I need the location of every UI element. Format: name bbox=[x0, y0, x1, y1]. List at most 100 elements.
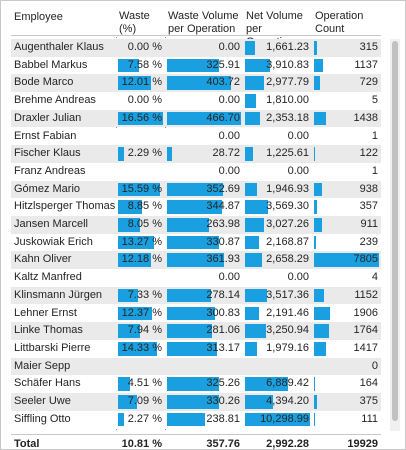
data-bar bbox=[118, 395, 138, 409]
header-divider bbox=[11, 35, 381, 36]
data-bar bbox=[167, 341, 217, 356]
column-header[interactable]: Waste Volume per Operation bbox=[168, 10, 239, 35]
cell-value: 729 bbox=[359, 76, 378, 89]
cell-value: 1,979.16 bbox=[266, 341, 309, 354]
data-bar bbox=[314, 182, 322, 197]
employee-name: Ernst Fabian bbox=[14, 129, 77, 142]
cell-value: 238.81 bbox=[206, 412, 240, 425]
cell-value: 0.00 bbox=[218, 271, 240, 284]
cell-value: 0.00 bbox=[287, 164, 309, 177]
data-bar bbox=[118, 58, 139, 73]
row-background bbox=[11, 127, 381, 146]
data-bar bbox=[245, 288, 268, 303]
data-bar bbox=[118, 377, 131, 391]
cell-value: 278.14 bbox=[206, 288, 240, 301]
cell-value: 325.26 bbox=[206, 377, 240, 390]
total-label: Total bbox=[14, 438, 40, 450]
cell-value: 10,298.99 bbox=[260, 412, 309, 425]
data-bar bbox=[167, 218, 209, 232]
total-value: 10.81 % bbox=[121, 438, 162, 450]
total-value: 2,992.28 bbox=[266, 438, 309, 450]
cell-value: 3,250.94 bbox=[266, 324, 309, 337]
data-bar bbox=[314, 253, 379, 268]
cell-value: 0.00 bbox=[218, 129, 240, 142]
data-bar bbox=[167, 395, 220, 409]
data-bar bbox=[118, 412, 125, 427]
cell-value: 357 bbox=[359, 200, 378, 213]
data-bar bbox=[118, 218, 140, 232]
data-bar bbox=[314, 412, 315, 427]
scrollbar-thumb[interactable] bbox=[392, 41, 398, 421]
cell-value: 911 bbox=[360, 218, 378, 230]
cell-value: 0 bbox=[371, 359, 378, 372]
data-bar bbox=[314, 76, 321, 91]
employee-name: Siffling Otto bbox=[14, 412, 71, 425]
cell-value: 1906 bbox=[353, 306, 378, 319]
data-bar bbox=[245, 147, 253, 161]
data-bar bbox=[314, 111, 326, 126]
data-bar bbox=[167, 377, 219, 391]
employee-name: Augenthaler Klaus bbox=[14, 41, 104, 53]
employee-name: Draxler Julian bbox=[14, 111, 82, 124]
cell-value: 361.93 bbox=[206, 253, 240, 266]
total-value: 357.76 bbox=[206, 438, 240, 450]
cell-value: 1764 bbox=[353, 324, 378, 337]
cell-value: 28.72 bbox=[212, 147, 240, 160]
data-bar bbox=[118, 235, 155, 250]
cell-value: 313.17 bbox=[206, 341, 240, 354]
row-background bbox=[11, 145, 381, 163]
cell-value: 2,191.46 bbox=[266, 306, 309, 319]
row-background bbox=[11, 92, 381, 110]
column-header[interactable]: Employee bbox=[14, 11, 63, 23]
cell-value: 325.91 bbox=[206, 58, 240, 71]
data-bar bbox=[314, 324, 329, 338]
column-header[interactable]: Waste (%) bbox=[119, 10, 150, 35]
employee-name: Bode Marco bbox=[14, 76, 74, 89]
cell-value: 15.59 % bbox=[121, 182, 162, 195]
data-bar bbox=[167, 111, 241, 126]
cell-value: 8.05 % bbox=[127, 218, 162, 230]
cell-value: 2.29 % bbox=[127, 147, 162, 160]
cell-value: 300.83 bbox=[206, 306, 240, 319]
data-bar bbox=[167, 147, 172, 161]
cell-value: 1 bbox=[371, 164, 378, 177]
data-bar bbox=[245, 182, 258, 197]
cell-value: 1137 bbox=[354, 58, 378, 71]
cell-value: 1152 bbox=[354, 288, 378, 301]
cell-value: 0.00 % bbox=[127, 41, 162, 53]
data-bar bbox=[245, 200, 268, 214]
data-bar bbox=[314, 306, 330, 321]
cell-value: 12.37 % bbox=[121, 306, 162, 319]
cell-value: 5 bbox=[371, 94, 378, 107]
cell-value: 315 bbox=[359, 41, 378, 53]
row-background bbox=[11, 162, 381, 181]
total-divider bbox=[11, 434, 381, 436]
cell-value: 14.33 % bbox=[121, 341, 162, 354]
employee-name: Juskowiak Erich bbox=[14, 235, 93, 248]
total-value: 19929 bbox=[347, 438, 378, 450]
data-bar bbox=[167, 58, 219, 73]
cell-value: 0.00 bbox=[287, 271, 309, 284]
cell-value: 4.51 % bbox=[127, 377, 162, 390]
employee-name: Klinsmann Jürgen bbox=[14, 288, 103, 301]
cell-value: 7805 bbox=[353, 253, 378, 266]
employee-name: Gómez Mario bbox=[14, 182, 81, 195]
employee-name: Littbarski Pierre bbox=[14, 341, 91, 354]
cell-value: 3,569.30 bbox=[266, 200, 309, 213]
data-bar bbox=[245, 377, 289, 391]
employee-name: Schäfer Hans bbox=[14, 377, 81, 390]
data-bar bbox=[314, 218, 322, 232]
column-header[interactable]: Operation Count bbox=[315, 10, 364, 35]
data-bar bbox=[245, 111, 260, 126]
employee-name: Franz Andreas bbox=[14, 164, 86, 177]
cell-value: 1,946.93 bbox=[266, 182, 309, 195]
cell-value: 2,658.29 bbox=[266, 253, 309, 266]
data-bar bbox=[167, 182, 223, 197]
data-bar bbox=[118, 253, 152, 268]
data-bar bbox=[167, 235, 220, 250]
data-bar bbox=[245, 324, 266, 338]
employee-name: Babbel Markus bbox=[14, 58, 88, 71]
cell-value: 1417 bbox=[353, 341, 378, 354]
